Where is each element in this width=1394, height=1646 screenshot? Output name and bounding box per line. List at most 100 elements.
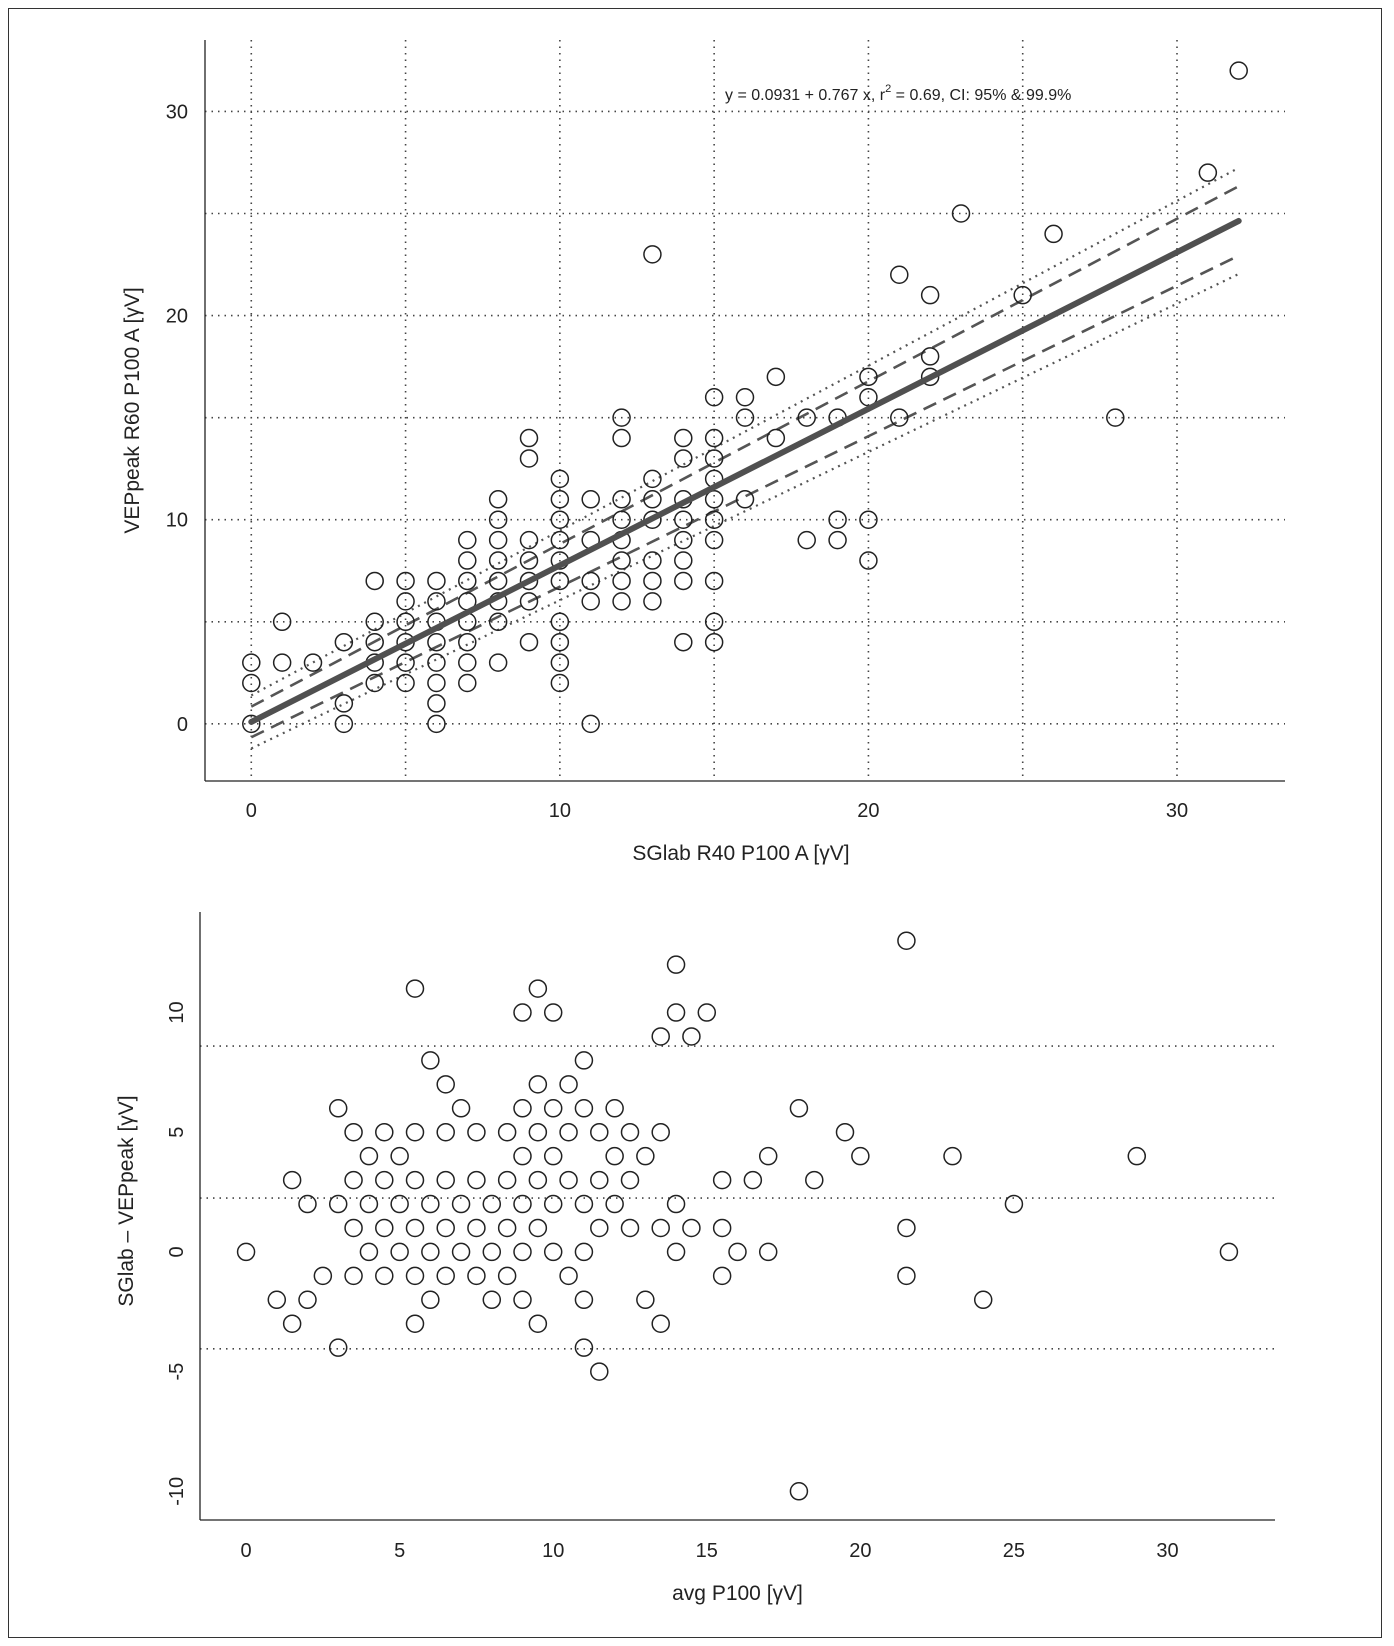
data-point	[488, 653, 508, 672]
data-point	[528, 1122, 548, 1142]
data-point	[973, 1290, 993, 1310]
data-point	[451, 1099, 471, 1118]
data-point	[612, 490, 631, 509]
data-point	[528, 1075, 548, 1094]
equation-superscript: 2	[885, 83, 891, 95]
data-point	[272, 653, 292, 672]
data-point	[436, 1266, 455, 1286]
data-point	[513, 1099, 532, 1118]
data-point	[390, 1146, 409, 1166]
data-point	[543, 1146, 563, 1166]
data-point	[359, 1146, 379, 1166]
data-point	[482, 1242, 502, 1262]
y-tick-label: 10	[166, 510, 188, 532]
data-point	[543, 1003, 563, 1022]
data-point	[704, 510, 724, 529]
data-point	[405, 1170, 425, 1190]
data-point	[682, 1218, 701, 1238]
data-point	[758, 1146, 778, 1166]
x-axis-label: SGlab R40 P100 A [γV]	[632, 842, 849, 865]
data-point	[282, 1170, 302, 1190]
data-point	[1013, 285, 1032, 305]
data-point	[789, 1482, 809, 1501]
figure-frame	[8, 8, 1382, 1638]
data-point	[242, 714, 261, 734]
y-tick-label: -10	[166, 1477, 188, 1506]
data-point	[897, 931, 916, 950]
data-point	[242, 653, 261, 672]
y-tick-label: -5	[166, 1363, 188, 1381]
data-point	[574, 1099, 594, 1118]
data-point	[704, 428, 724, 448]
ci-95-upper	[250, 185, 1240, 708]
tick-labels: 0 5 10 15 20 25 30 -10 -5 0 5 10	[166, 1001, 1179, 1562]
data-point	[1229, 61, 1248, 80]
data-point	[497, 1266, 517, 1286]
data-point	[543, 1099, 563, 1118]
data-point	[666, 955, 686, 974]
data-point	[467, 1266, 486, 1286]
data-point	[1198, 163, 1218, 182]
x-tick-label: 30	[1166, 800, 1188, 822]
data-point	[835, 1122, 855, 1142]
data-points	[236, 931, 1239, 1501]
data-point	[674, 632, 693, 652]
data-point	[636, 1146, 655, 1166]
data-point	[242, 673, 261, 693]
data-point	[436, 1170, 455, 1190]
data-point	[497, 1170, 517, 1190]
data-point	[365, 571, 384, 591]
data-point	[666, 1194, 686, 1214]
data-point	[651, 1218, 670, 1238]
data-point	[334, 632, 354, 652]
data-point	[427, 673, 446, 693]
data-point	[550, 469, 570, 489]
data-point	[267, 1290, 287, 1310]
data-point	[365, 632, 384, 652]
data-point	[674, 449, 693, 468]
data-point	[519, 530, 539, 550]
data-point	[1004, 1194, 1024, 1214]
grid-lines	[205, 40, 1285, 781]
data-point	[643, 592, 662, 611]
data-point	[828, 510, 847, 529]
data-point	[735, 490, 755, 509]
data-point	[704, 490, 724, 509]
data-point	[359, 1242, 379, 1262]
data-point	[458, 571, 477, 591]
data-point	[513, 1146, 532, 1166]
data-point	[612, 551, 631, 570]
data-point	[550, 612, 570, 632]
x-tick-label: 10	[542, 1540, 564, 1562]
data-point	[436, 1218, 455, 1238]
data-point	[375, 1170, 394, 1190]
data-point	[550, 571, 570, 591]
data-point	[519, 551, 539, 570]
data-point	[396, 592, 415, 611]
data-point	[396, 571, 415, 591]
data-point	[735, 387, 755, 407]
data-point	[405, 1314, 425, 1333]
y-tick-label: 20	[166, 306, 188, 328]
data-point	[612, 571, 631, 591]
data-point	[328, 1338, 348, 1357]
data-point	[328, 1099, 348, 1118]
data-point	[550, 510, 570, 529]
data-point	[550, 632, 570, 652]
data-point	[666, 1242, 686, 1262]
data-point	[334, 694, 354, 713]
data-point	[605, 1099, 624, 1118]
data-point	[674, 530, 693, 550]
data-point	[513, 1003, 532, 1022]
regression-line-group	[248, 217, 1242, 725]
data-point	[797, 408, 816, 427]
data-point	[497, 1218, 517, 1238]
data-point	[488, 530, 508, 550]
data-point	[735, 408, 755, 427]
y-tick-label: 30	[166, 101, 188, 123]
data-point	[528, 979, 548, 998]
x-tick-label: 20	[849, 1540, 871, 1562]
data-point	[328, 1194, 348, 1214]
data-point	[643, 469, 662, 489]
